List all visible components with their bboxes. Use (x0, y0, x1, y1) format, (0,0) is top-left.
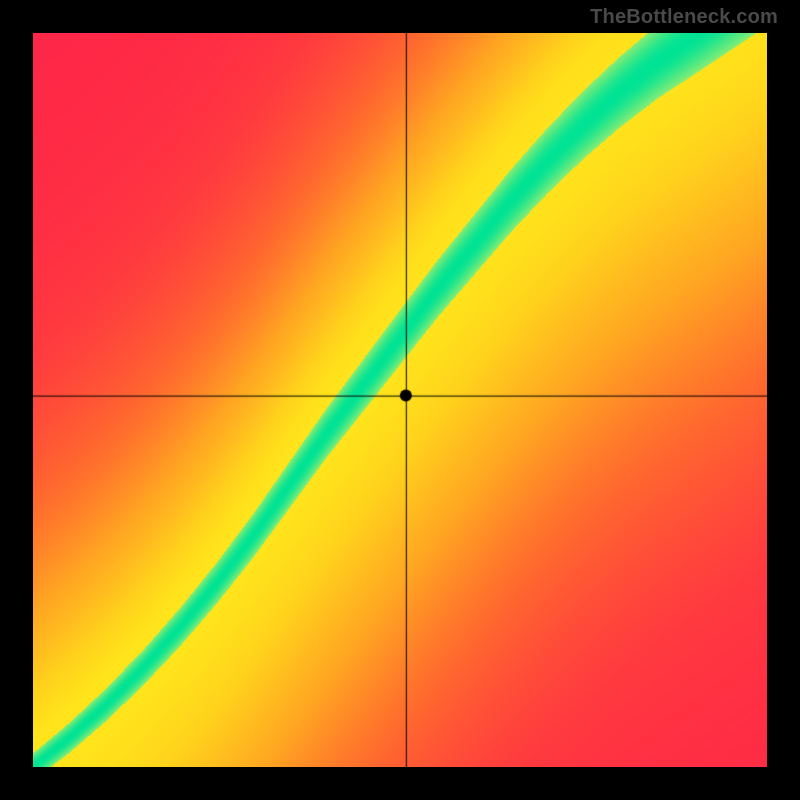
heatmap-canvas (33, 33, 767, 767)
watermark-text: TheBottleneck.com (590, 6, 778, 29)
heatmap-plot (33, 33, 767, 767)
